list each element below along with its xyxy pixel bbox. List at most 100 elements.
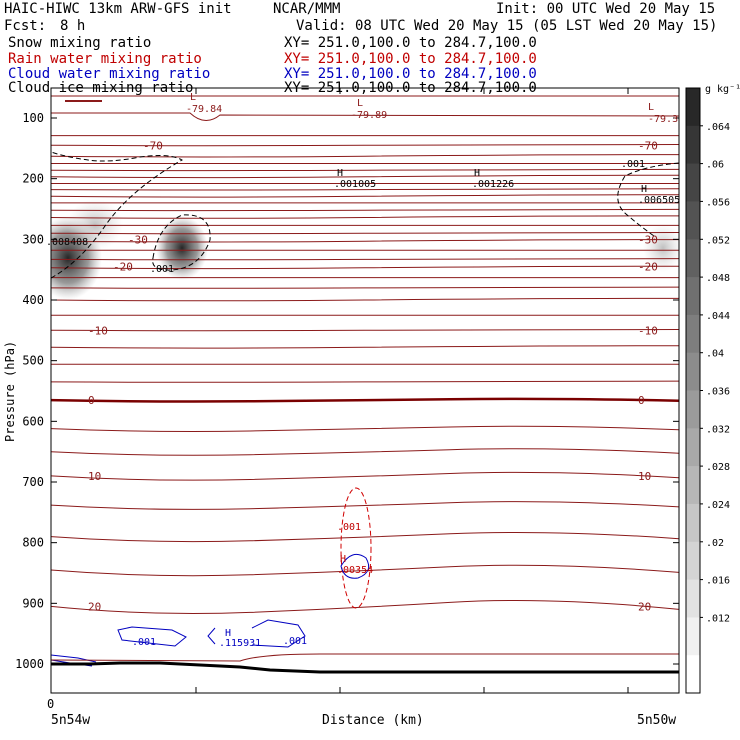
contour-line	[51, 397, 679, 403]
colorbar-segment	[686, 201, 700, 240]
cloud-ice-contour-center	[152, 214, 211, 271]
field-rain-name: Rain water mixing ratio	[8, 51, 202, 67]
field-snow-name: Snow mixing ratio	[8, 35, 152, 51]
contour-label: -70	[638, 139, 658, 152]
contour-line	[51, 174, 679, 179]
contour-line	[51, 194, 679, 198]
colorbar-segment	[686, 655, 700, 694]
colorbar-segment	[686, 541, 700, 581]
contour-line	[51, 448, 679, 456]
low-label-2: L	[357, 98, 363, 109]
terrain-line	[51, 661, 679, 674]
high-label-2: H	[474, 168, 480, 179]
contour-label: 10	[88, 470, 101, 483]
contour-label: -30	[638, 233, 658, 246]
low-value-1: -79.84	[186, 104, 222, 115]
high-value-3: .006505	[638, 195, 680, 206]
value-left-edge: .008408	[46, 237, 88, 248]
colorbar-segment	[686, 617, 700, 656]
colorbar-label: .06	[706, 160, 724, 171]
contour-line	[51, 329, 679, 332]
contour-line	[51, 600, 679, 615]
value-center-ice: .001	[150, 264, 174, 275]
cloud-ice-contour-left	[51, 151, 183, 279]
init-time: Init: 00 UTC Wed 20 May 15	[496, 1, 716, 17]
colorbar-segment	[686, 466, 700, 505]
field-snow-xy: XY= 251.0,100.0 to 284.7,100.0	[284, 35, 537, 51]
contour-line	[51, 564, 679, 577]
cloud-water-contour-left	[117, 626, 187, 647]
high-label-rain: H	[340, 554, 346, 565]
colorbar-segment	[686, 390, 700, 429]
cloud-ice-contour-right	[617, 162, 679, 237]
axis-ticks	[51, 88, 679, 693]
annotations: L -79.84 L -79.89 L -79.3 H .001005 H .0…	[46, 92, 680, 649]
colorbar-label: .04	[706, 349, 724, 360]
colorbar-segment	[686, 163, 700, 202]
model-title: HAIC-HIWC 13km ARW-GFS init	[4, 1, 232, 17]
contour-line	[51, 208, 679, 212]
colorbar-label: .048	[706, 273, 730, 284]
colorbar-segment	[686, 579, 700, 618]
field-cloudwater-xy: XY= 251.0,100.0 to 284.7,100.0	[284, 66, 537, 82]
colorbar-label: .012	[706, 613, 730, 624]
low-value-2: -79.89	[351, 110, 387, 121]
field-cloudwater-name: Cloud water mixing ratio	[8, 66, 211, 82]
x-end-label-right: 5n50w	[637, 713, 676, 728]
contour-line	[51, 239, 679, 243]
contour-label: -10	[638, 324, 658, 337]
contour-line	[51, 265, 679, 270]
contour-line	[51, 425, 679, 432]
x-tick-label-0: 0	[47, 697, 54, 711]
y-tick-label: 500	[22, 354, 44, 368]
colorbar-segment	[686, 277, 700, 316]
contour-near-surface	[51, 653, 679, 662]
shade-blob-right	[643, 224, 679, 272]
colorbar-unit: g kg⁻¹	[705, 84, 740, 95]
colorbar-label: .02	[706, 538, 724, 549]
valid-time: Valid: 08 UTC Wed 20 May 15 (05 LST Wed …	[296, 18, 718, 34]
contour-line	[51, 232, 679, 235]
y-tick-label: 400	[22, 293, 44, 307]
field-rain-xy: XY= 251.0,100.0 to 284.7,100.0	[284, 51, 537, 67]
colorbar-label: .028	[706, 462, 730, 473]
y-tick-labels: 100 200 300 400 500 600 700 800 900 1000	[15, 111, 44, 671]
colorbar-label: .032	[706, 424, 730, 435]
contour-label: 20	[638, 600, 651, 613]
high-label-3: H	[641, 184, 647, 195]
value-rain: .001	[337, 522, 361, 533]
contour-top-2	[51, 112, 679, 121]
colorbar-label: .052	[706, 235, 730, 246]
x-end-label-left: 5n54w	[51, 713, 90, 728]
y-tick-label: 200	[22, 172, 44, 186]
colorbar-label: .024	[706, 500, 730, 511]
temperature-contours	[51, 135, 679, 615]
colorbar-segment	[686, 125, 700, 165]
y-tick-label: 300	[22, 232, 44, 246]
contour-line	[51, 144, 679, 147]
low-label-3: L	[648, 102, 654, 113]
colorbar-segment	[686, 428, 700, 467]
contour-label: -20	[113, 261, 133, 274]
contour-label: 0	[88, 394, 95, 407]
high-value-1: .001005	[334, 179, 376, 190]
contour-line	[51, 286, 679, 289]
value-cloudwater-left: .001	[132, 637, 156, 648]
low-label-1: L	[190, 92, 196, 103]
fcst-label: Fcst:	[4, 18, 47, 34]
y-tick-label: 800	[22, 536, 44, 550]
cloud-water-contour-center	[340, 553, 370, 579]
contour-line	[51, 188, 679, 191]
contour-label: -10	[88, 324, 108, 337]
value-cloudwater-right: .001	[283, 636, 307, 647]
contour-label: 20	[88, 600, 101, 613]
contour-line	[51, 168, 679, 172]
cloud-water-contour-mid	[207, 619, 306, 648]
colorbar-label: .044	[706, 311, 730, 322]
colorbar-segment	[686, 88, 700, 127]
y-tick-label: 700	[22, 475, 44, 489]
colorbar-label: .016	[706, 576, 730, 587]
y-tick-label: 100	[22, 111, 44, 125]
colorbar: .064 .06 .056 .052 .048 .044 .04 .036 .032 .028 .0…	[685, 87, 730, 694]
colorbar-segment	[686, 314, 700, 354]
